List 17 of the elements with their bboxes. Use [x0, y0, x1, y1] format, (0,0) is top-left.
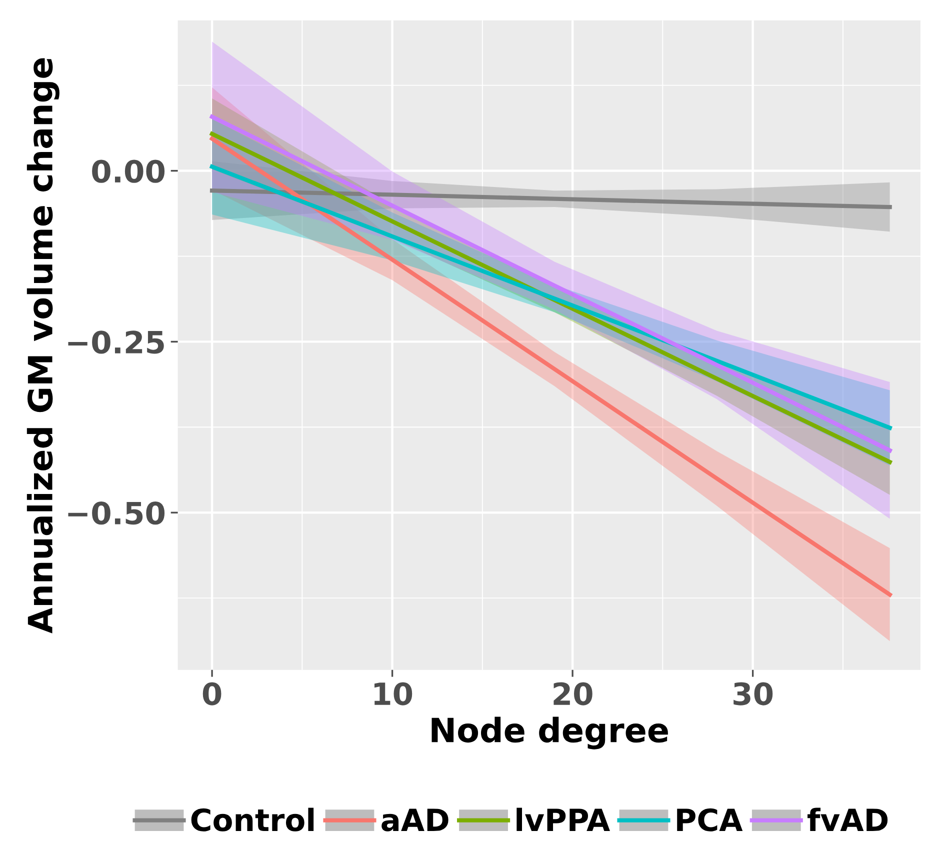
- y-tick-label: 0.00: [92, 160, 165, 183]
- x-tick-label: 0: [202, 682, 222, 706]
- y-axis-title: Annualized GM volume change: [26, 58, 60, 634]
- legend-label: fvAD: [808, 808, 888, 831]
- legend-label: Control: [191, 808, 314, 832]
- x-tick-label: 20: [554, 682, 592, 706]
- legend-label: PCA: [677, 808, 743, 832]
- line-series: [210, 164, 892, 430]
- line-series: [210, 188, 892, 210]
- x-tick-label: 10: [374, 682, 412, 706]
- y-tick-label: −0.25: [68, 330, 164, 354]
- y-tick-label: −0.50: [68, 502, 165, 525]
- x-tick-label: 30: [734, 682, 773, 706]
- legend-label: aAD: [382, 808, 448, 832]
- legend-label: lvPPA: [516, 808, 610, 831]
- line-series: [210, 136, 892, 597]
- x-axis-title: Node degree: [432, 716, 668, 750]
